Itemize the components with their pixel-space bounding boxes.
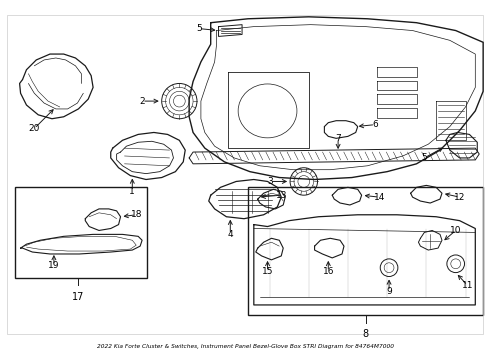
Text: 14: 14 — [373, 193, 385, 202]
Text: 11: 11 — [462, 281, 473, 290]
Text: 10: 10 — [450, 226, 462, 235]
Text: 2: 2 — [139, 96, 145, 105]
Text: 12: 12 — [454, 193, 465, 202]
Text: 1: 1 — [129, 187, 135, 196]
Text: 2022 Kia Forte Cluster & Switches, Instrument Panel Bezel-Glove Box STRI Diagram: 2022 Kia Forte Cluster & Switches, Instr… — [97, 344, 393, 349]
Text: 6: 6 — [372, 120, 378, 129]
Text: 17: 17 — [72, 292, 85, 302]
Text: 3: 3 — [268, 177, 273, 186]
Text: 20: 20 — [28, 124, 40, 133]
Text: 8: 8 — [363, 329, 368, 339]
Text: 4: 4 — [227, 230, 233, 239]
Text: 19: 19 — [48, 261, 60, 270]
Bar — [15, 187, 147, 278]
Text: 13: 13 — [275, 191, 287, 200]
Text: 7: 7 — [335, 134, 341, 143]
Bar — [248, 187, 483, 315]
Text: 5: 5 — [196, 24, 202, 33]
Text: 15: 15 — [262, 267, 273, 276]
Text: 5: 5 — [421, 153, 427, 162]
Text: 16: 16 — [322, 267, 334, 276]
Text: 18: 18 — [130, 210, 142, 219]
Text: 9: 9 — [386, 287, 392, 296]
